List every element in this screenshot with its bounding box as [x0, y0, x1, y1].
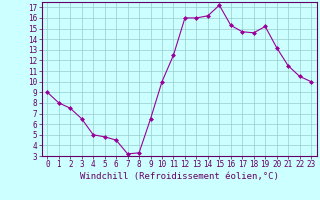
- X-axis label: Windchill (Refroidissement éolien,°C): Windchill (Refroidissement éolien,°C): [80, 172, 279, 181]
